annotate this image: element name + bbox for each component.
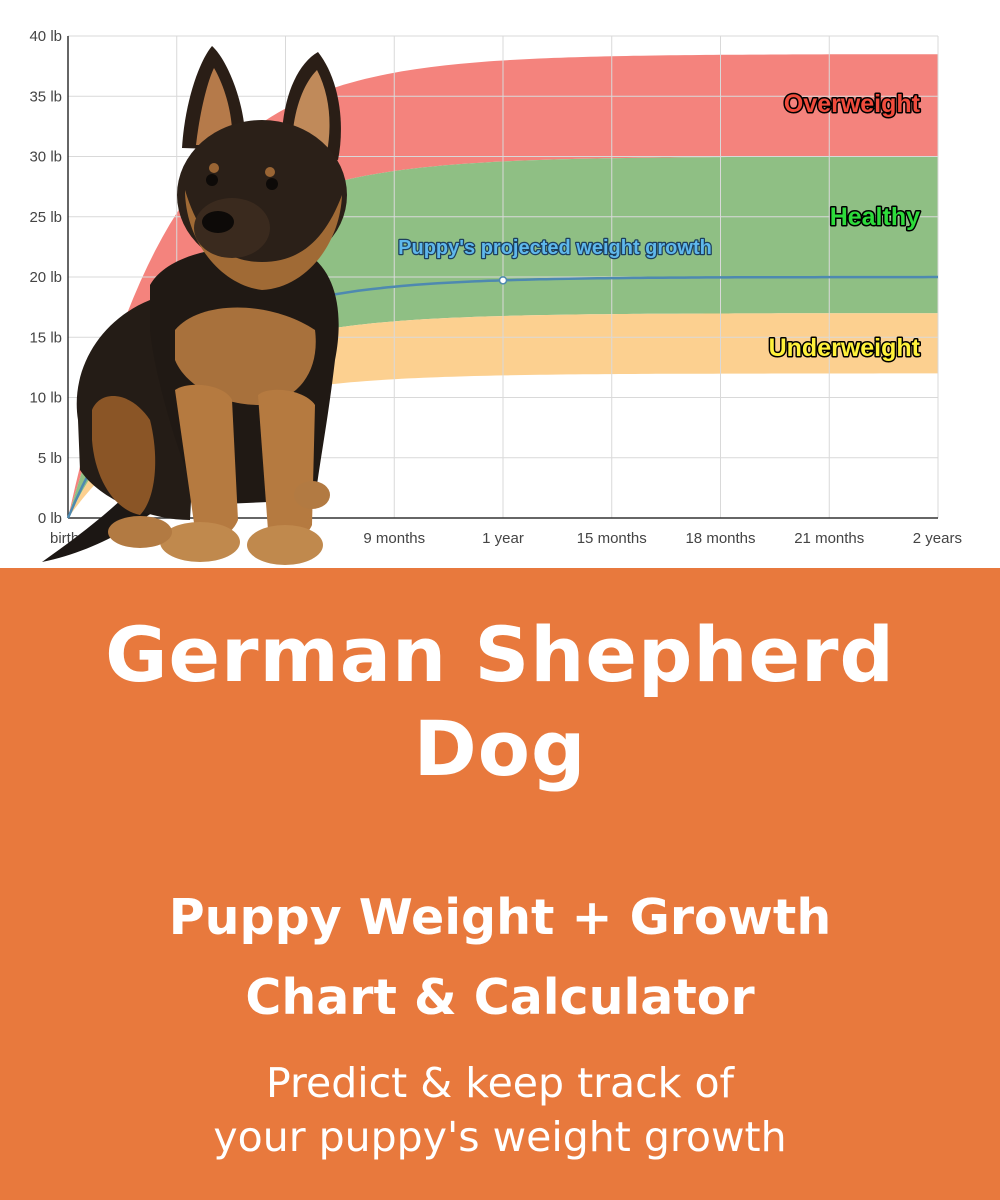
x-tick-label: 21 months: [794, 530, 864, 547]
y-tick-label: 30 lb: [29, 149, 62, 166]
band-label-overweight: Overweight: [784, 90, 921, 118]
puppy-paw-hind: [294, 481, 330, 509]
x-tick-label: 18 months: [685, 530, 755, 547]
band-label-healthy: Healthy: [830, 203, 920, 231]
tagline-line-1: Predict & keep track of: [266, 1059, 734, 1107]
series-marker: [498, 276, 508, 285]
puppy-chest: [175, 307, 316, 405]
subtitle-line-1: Puppy Weight + Growth: [168, 889, 832, 946]
puppy-eye-left: [206, 174, 218, 186]
x-tick-label: 9 months: [363, 530, 425, 547]
x-tick-label: 15 months: [577, 530, 647, 547]
y-tick-label: 0 lb: [38, 510, 62, 527]
x-tick-label: 1 year: [482, 530, 524, 547]
label-layer: Puppy's projected weight growth Overweigh…: [397, 89, 922, 364]
banner-subtitle: Puppy Weight + Growth Chart & Calculator: [20, 878, 980, 1038]
puppy-cheek-tan: [185, 190, 342, 290]
puppy-image: [42, 46, 347, 565]
tagline-line-2: your puppy's weight growth: [213, 1113, 787, 1161]
y-tick-label: 20 lb: [29, 269, 62, 286]
y-tick-label: 15 lb: [29, 329, 62, 346]
puppy-paw-left: [160, 522, 240, 562]
breed-title-line-1: German Shepherd: [105, 610, 895, 699]
x-tick-label: 2 years: [913, 530, 962, 547]
weight-growth-chart: 0 lb 5 lb 10 lb 15 lb 20 lb 25 lb 30 lb 35 lb 40…: [0, 0, 1000, 568]
puppy-paw-back: [108, 516, 172, 548]
puppy-eye-right: [266, 178, 278, 190]
y-tick-label: 5 lb: [38, 450, 62, 467]
banner-tagline: Predict & keep track of your puppy's wei…: [20, 1056, 980, 1164]
puppy-leg-right: [258, 389, 315, 540]
chart-svg: 0 lb 5 lb 10 lb 15 lb 20 lb 25 lb 30 lb 35 lb 40…: [29, 28, 962, 565]
puppy-brow-left: [209, 163, 219, 173]
puppy-nose: [202, 211, 234, 233]
breed-title-line-2: Dog: [413, 704, 587, 793]
y-tick-label: 40 lb: [29, 28, 62, 45]
y-tick-label: 10 lb: [29, 390, 62, 407]
series-label: Puppy's projected weight growth: [398, 237, 712, 259]
puppy-paw-right: [247, 525, 323, 565]
puppy-brow-right: [265, 167, 275, 177]
puppy-ear-left-inner: [196, 68, 233, 145]
y-tick-label: 35 lb: [29, 88, 62, 105]
y-tick-label: 25 lb: [29, 209, 62, 226]
title-banner: German Shepherd Dog Puppy Weight + Growt…: [0, 568, 1000, 1200]
breed-title: German Shepherd Dog: [20, 608, 980, 796]
subtitle-line-2: Chart & Calculator: [245, 969, 755, 1026]
band-label-underweight: Underweight: [769, 334, 921, 362]
puppy-thigh: [92, 396, 156, 515]
puppy-leg-left: [175, 384, 238, 539]
